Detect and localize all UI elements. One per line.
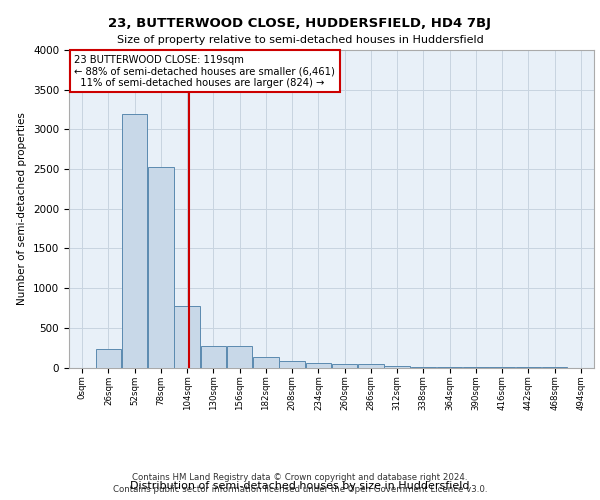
Text: 23, BUTTERWOOD CLOSE, HUDDERSFIELD, HD4 7BJ: 23, BUTTERWOOD CLOSE, HUDDERSFIELD, HD4 … xyxy=(109,18,491,30)
Text: Contains HM Land Registry data © Crown copyright and database right 2024.
Contai: Contains HM Land Registry data © Crown c… xyxy=(113,472,487,494)
Bar xyxy=(385,366,410,368)
Bar xyxy=(305,363,331,368)
Text: 23 BUTTERWOOD CLOSE: 119sqm
← 88% of semi-detached houses are smaller (6,461)
  : 23 BUTTERWOOD CLOSE: 119sqm ← 88% of sem… xyxy=(74,55,335,88)
Bar xyxy=(332,364,358,368)
Bar xyxy=(227,346,253,368)
Bar xyxy=(358,364,383,368)
Bar xyxy=(280,361,305,368)
Bar xyxy=(410,367,436,368)
Bar xyxy=(200,346,226,368)
Bar xyxy=(148,166,173,368)
Text: Size of property relative to semi-detached houses in Huddersfield: Size of property relative to semi-detach… xyxy=(116,35,484,45)
Bar xyxy=(95,349,121,368)
Bar xyxy=(253,357,278,368)
Y-axis label: Number of semi-detached properties: Number of semi-detached properties xyxy=(17,112,28,305)
Bar xyxy=(122,114,148,368)
Text: Distribution of semi-detached houses by size in Huddersfield: Distribution of semi-detached houses by … xyxy=(130,481,470,491)
Bar xyxy=(175,306,200,368)
